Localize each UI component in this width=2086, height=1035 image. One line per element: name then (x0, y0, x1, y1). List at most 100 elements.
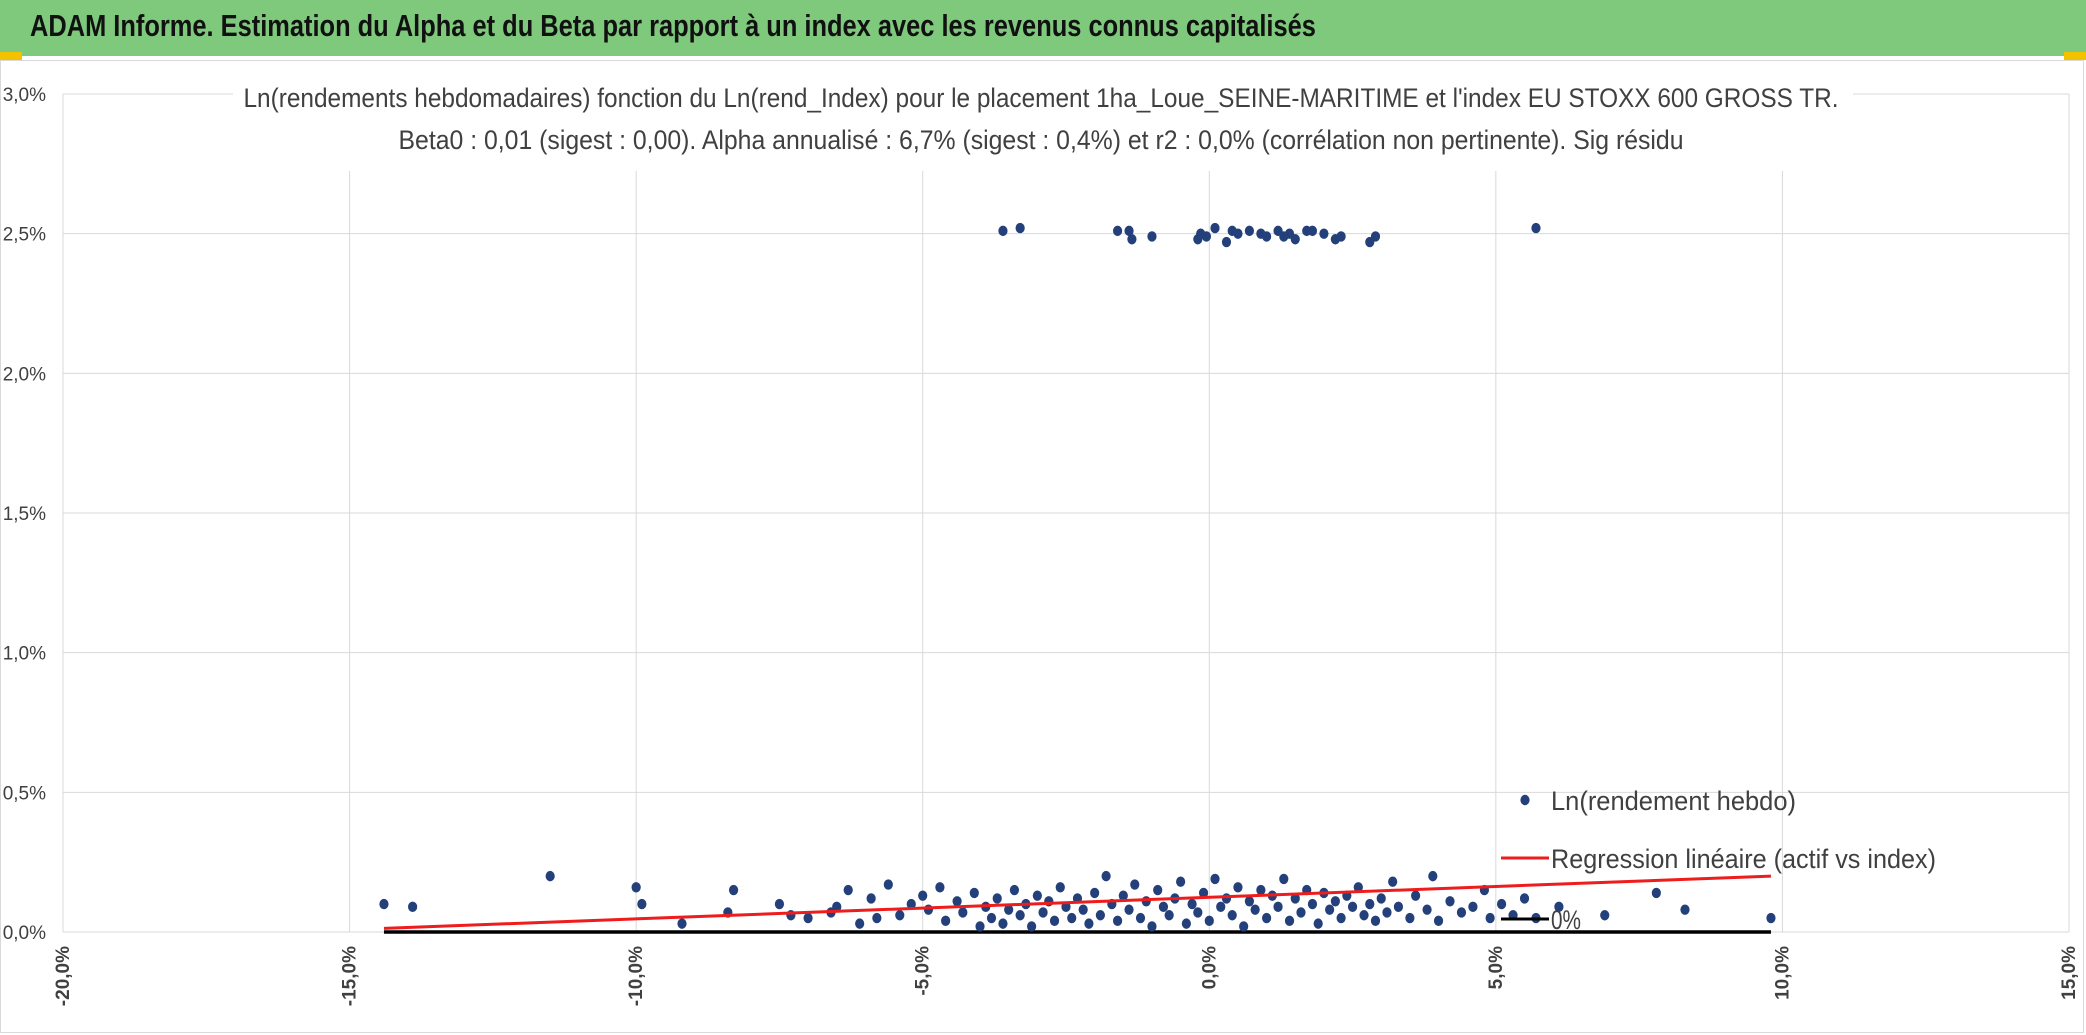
scatter-point (1095, 910, 1105, 921)
scatter-point (1027, 921, 1037, 932)
title-background (233, 65, 1853, 171)
scatter-point (1164, 910, 1174, 921)
x-tick-label: 5,0% (1486, 946, 1507, 989)
scatter-point (1388, 876, 1398, 887)
x-tick-label: -20,0% (53, 946, 74, 1006)
scatter-point (1411, 890, 1421, 901)
scatter-point (941, 915, 951, 927)
scatter-point (1124, 904, 1134, 915)
scatter-point (1680, 904, 1690, 915)
scatter-point (895, 910, 905, 921)
corner-marker-right (2064, 52, 2086, 60)
scatter-point (803, 912, 813, 924)
scatter-point (1353, 882, 1363, 893)
y-tick-label: 3,0% (3, 85, 46, 106)
scatter-point (1485, 912, 1495, 924)
scatter-point (1273, 901, 1283, 913)
scatter-point (1130, 879, 1140, 890)
scatter-point (1405, 912, 1415, 924)
scatter-point (637, 898, 647, 910)
scatter-point (1112, 225, 1123, 237)
scatter-point (1101, 870, 1111, 882)
scatter-point (1158, 901, 1169, 913)
scatter-point (843, 884, 853, 896)
scatter-point (728, 884, 739, 896)
y-tick-label: 1,0% (3, 644, 46, 665)
scatter-point (969, 887, 979, 899)
scatter-point (1290, 234, 1300, 245)
scatter-point (631, 882, 641, 893)
scatter-point (1221, 236, 1232, 248)
scatter-point (883, 879, 893, 890)
scatter-point (1176, 876, 1186, 887)
scatter-point (1032, 890, 1042, 901)
scatter-point (1067, 912, 1077, 924)
scatter-point (1153, 884, 1163, 896)
scatter-point (1118, 890, 1128, 901)
scatter-point (855, 918, 865, 929)
x-tick-label: 0,0% (1199, 946, 1220, 989)
scatter-point (1531, 222, 1541, 234)
scatter-point (1296, 907, 1306, 918)
chart-subtitle: Beta0 : 0,01 (sigest : 0,00). Alpha annu… (399, 125, 1684, 155)
scatter-point (935, 882, 945, 893)
scatter-point (1600, 910, 1610, 921)
legend-label: Ln(rendement hebdo) (1551, 786, 1796, 816)
legend-label: 0% (1551, 905, 1581, 935)
scatter-point (1319, 228, 1329, 239)
legend-marker-scatter (1520, 794, 1530, 806)
scatter-point (379, 898, 389, 910)
scatter-point (1651, 887, 1661, 899)
scatter-point (1233, 882, 1243, 893)
scatter-point (1393, 901, 1404, 913)
scatter-point (1227, 910, 1237, 921)
y-tick-label: 2,5% (3, 225, 46, 246)
scatter-point (1244, 225, 1255, 237)
scatter-point (1090, 887, 1100, 899)
scatter-point (1193, 907, 1203, 918)
y-tick-label: 0,5% (3, 783, 46, 804)
legend-label: Regression linéaire (actif vs index) (1551, 844, 1936, 874)
scatter-point (1198, 887, 1209, 899)
scatter-point (1187, 898, 1197, 910)
scatter-point (1055, 882, 1065, 893)
scatter-point (1370, 231, 1381, 242)
scatter-point (1049, 915, 1060, 927)
regression-layer (383, 874, 1772, 930)
scatter-point (958, 907, 968, 918)
scatter-chart: -20,0% -15,0% -10,0% -5,0% 0,0% 5,0% 10,0% 15,0… (3, 65, 2080, 1006)
regression-line (383, 874, 1772, 930)
scatter-point (1376, 893, 1386, 904)
scatter-point (1015, 222, 1025, 234)
y-tick-label: 1,5% (3, 504, 46, 525)
scatter-point (998, 225, 1008, 237)
scatter-point (1336, 912, 1346, 924)
scatter-point (1004, 904, 1014, 915)
scatter-point (1325, 904, 1335, 915)
scatter-point (1347, 901, 1358, 913)
scatter-point (992, 893, 1002, 904)
scatter-point (1422, 904, 1432, 915)
scatter-point (1330, 896, 1340, 907)
x-tick-label: -5,0% (913, 946, 934, 996)
scatter-point (918, 890, 928, 901)
scatter-point (1382, 907, 1392, 918)
scatter-point (1009, 884, 1020, 896)
corner-marker-left (0, 52, 22, 60)
scatter-point (1015, 910, 1025, 921)
scatter-point (677, 918, 687, 929)
scatter-point (1078, 904, 1088, 915)
scatter-point (1307, 898, 1318, 910)
scatter-point (1468, 901, 1478, 913)
scatter-point (1084, 918, 1094, 929)
scatter-point (774, 898, 785, 910)
scatter-point (1204, 915, 1214, 927)
scatter-point (1365, 898, 1375, 910)
data-points (379, 222, 1776, 932)
scatter-point (1766, 912, 1776, 924)
scatter-point (1279, 873, 1289, 885)
axes: -20,0% -15,0% -10,0% -5,0% 0,0% 5,0% 10,0% 15,0… (3, 85, 2080, 1006)
scatter-point (1147, 231, 1157, 242)
scatter-point (1554, 901, 1564, 913)
scatter-point (1250, 904, 1260, 915)
